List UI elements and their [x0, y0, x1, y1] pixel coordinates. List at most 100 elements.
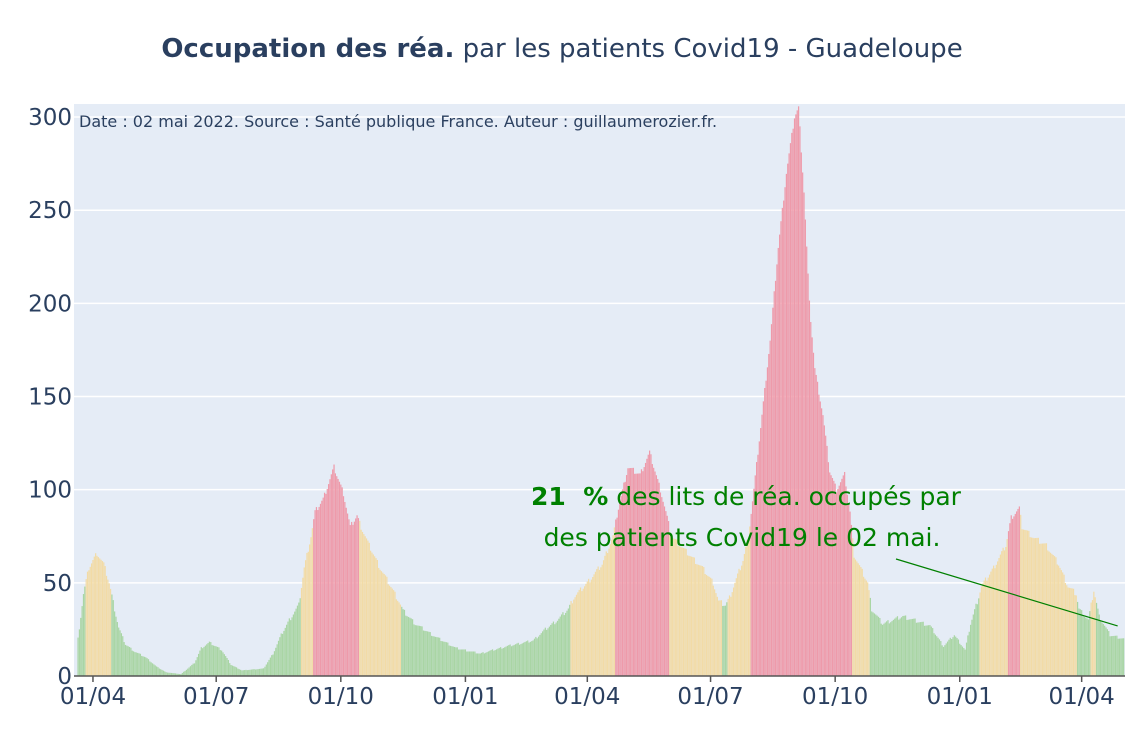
bar — [984, 577, 987, 676]
bar — [424, 630, 426, 676]
bar — [1072, 588, 1075, 676]
bar — [716, 596, 718, 676]
bar — [1018, 506, 1020, 676]
bar — [202, 648, 204, 676]
bar — [1006, 539, 1008, 676]
bar — [690, 556, 693, 676]
bar — [560, 614, 563, 676]
bar — [157, 667, 159, 676]
bar — [176, 673, 178, 676]
bar — [1109, 636, 1111, 676]
bar — [565, 612, 567, 676]
bar — [551, 623, 553, 676]
x-tick-label: 01/07 — [183, 684, 249, 710]
annotation-percent: 21 % — [531, 482, 608, 511]
bar — [539, 634, 541, 676]
bar — [193, 663, 196, 676]
bar — [1060, 570, 1062, 676]
bar — [410, 618, 412, 676]
bar — [991, 568, 993, 676]
bar — [760, 428, 762, 676]
bar — [636, 473, 639, 676]
bar — [940, 641, 942, 676]
bar — [341, 487, 343, 676]
bar — [386, 576, 388, 676]
bar — [520, 644, 522, 676]
bar — [374, 556, 376, 676]
bar — [818, 394, 820, 676]
bar — [586, 581, 588, 676]
bar — [529, 641, 532, 676]
bar — [968, 631, 970, 676]
bar — [490, 650, 492, 676]
bar — [777, 247, 779, 677]
bar — [865, 580, 867, 676]
bar — [800, 152, 802, 676]
bar — [857, 563, 859, 676]
bar — [623, 482, 625, 676]
bar — [336, 476, 338, 676]
bar — [367, 540, 369, 676]
bar — [895, 617, 897, 676]
bar — [680, 546, 682, 676]
bar — [613, 527, 616, 676]
bar — [849, 511, 851, 676]
bar — [649, 450, 651, 676]
bar — [993, 565, 995, 676]
bar — [708, 576, 710, 676]
bar — [204, 645, 206, 676]
bar — [504, 647, 506, 676]
bar — [238, 669, 240, 676]
bar — [218, 647, 220, 676]
bar — [352, 524, 354, 676]
bar — [930, 626, 932, 676]
bar — [812, 352, 815, 676]
bar — [318, 506, 320, 676]
bar — [563, 615, 565, 676]
bar — [904, 615, 907, 676]
bar — [225, 656, 227, 676]
bar — [657, 478, 659, 676]
bar — [286, 624, 288, 676]
bar — [328, 484, 330, 676]
bar — [932, 628, 934, 676]
bar — [650, 454, 652, 676]
bar — [781, 207, 783, 676]
bar — [773, 291, 775, 676]
bar — [1003, 550, 1006, 676]
bar — [1043, 543, 1045, 676]
bar — [146, 658, 148, 676]
bar — [607, 553, 609, 676]
bar — [634, 473, 636, 676]
bar — [264, 666, 266, 676]
bar — [444, 641, 446, 676]
bar — [1074, 595, 1076, 676]
bar — [114, 611, 116, 676]
bar — [937, 637, 939, 676]
bar — [667, 521, 670, 676]
bar — [398, 602, 400, 676]
bar — [229, 663, 231, 676]
bar — [953, 635, 955, 676]
bar — [103, 562, 105, 676]
bar — [124, 644, 127, 676]
bar — [689, 556, 691, 676]
bar — [429, 632, 431, 676]
bar — [475, 653, 477, 676]
bar — [751, 501, 754, 676]
bar — [203, 646, 205, 676]
bar — [546, 629, 548, 676]
bar — [732, 587, 735, 676]
bar — [164, 671, 166, 676]
bar — [807, 273, 809, 676]
bar — [915, 622, 918, 676]
bar — [383, 573, 385, 676]
bar — [244, 670, 246, 676]
bar — [672, 538, 674, 676]
bar — [241, 670, 243, 676]
bar — [755, 462, 758, 676]
bar — [180, 674, 182, 676]
bar — [165, 672, 167, 676]
bar — [692, 557, 694, 676]
bar — [382, 572, 384, 676]
